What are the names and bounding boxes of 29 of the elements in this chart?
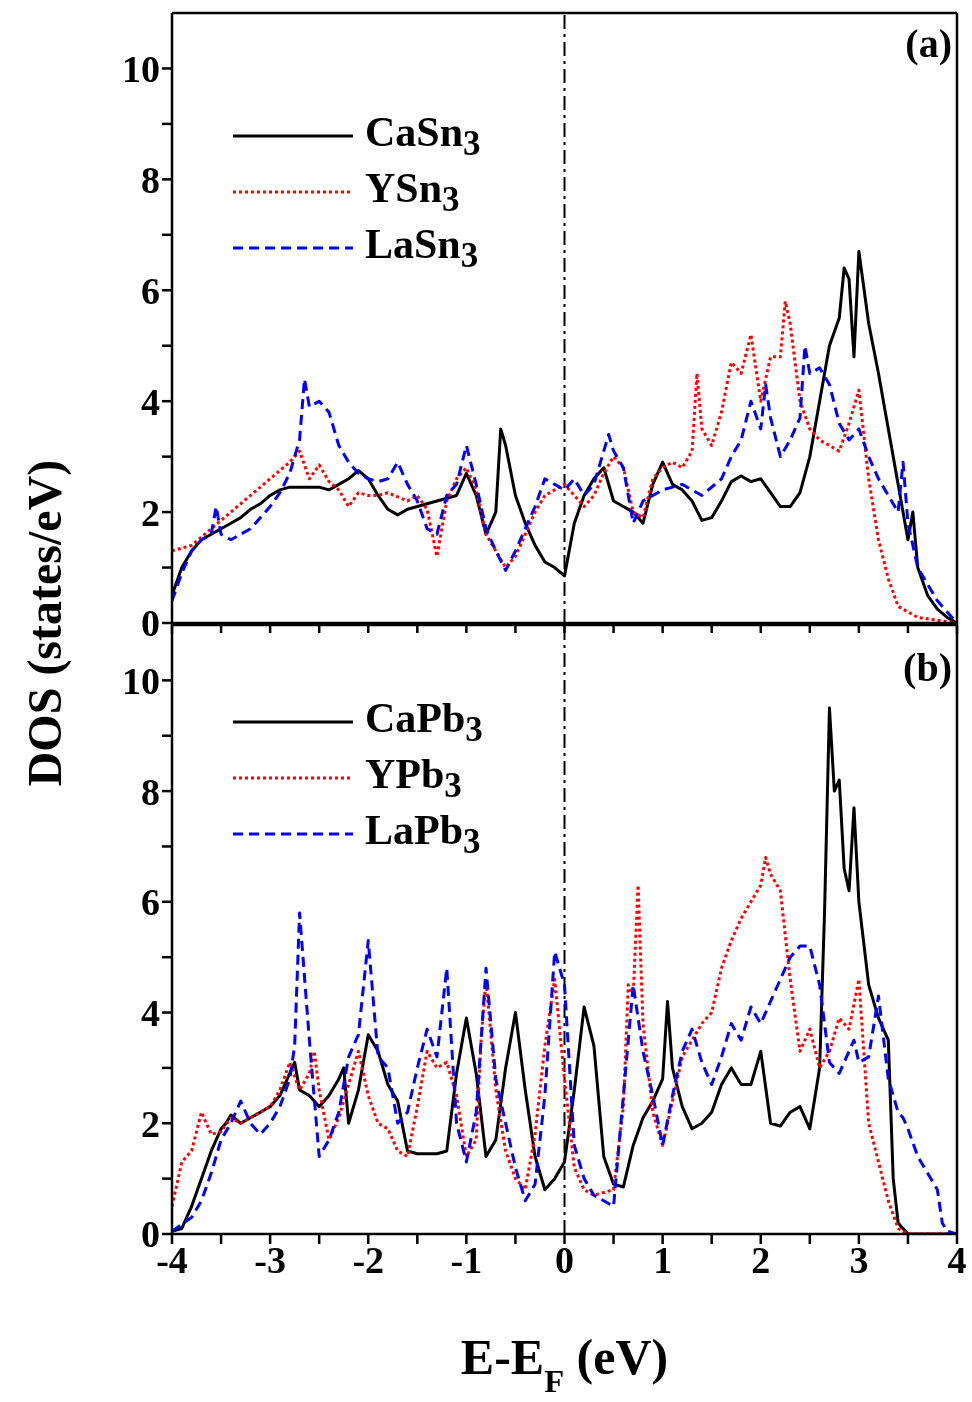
x-tick-label: 2 — [751, 1238, 771, 1281]
annotation: (a) — [905, 20, 952, 67]
legend-label: CaPb$_{3}$ — [365, 693, 483, 751]
legend-label: LaPb$_{3}$ — [365, 805, 481, 863]
y-tick-label: 10 — [122, 659, 160, 702]
y-tick-label: 6 — [141, 881, 160, 924]
y-tick-label: 8 — [141, 770, 160, 813]
x-axis-title: E-E$_{F}$ (eV) — [460, 1329, 669, 1399]
legend-label: YSn$_{3}$ — [365, 163, 460, 221]
x-tick-label: 1 — [653, 1238, 673, 1281]
y-tick-label: 0 — [141, 602, 160, 645]
legend-label: YPb$_{3}$ — [365, 749, 462, 807]
y-tick-label: 4 — [141, 992, 160, 1035]
x-tick-label: 3 — [849, 1238, 869, 1281]
x-tick-label: -2 — [352, 1238, 385, 1281]
y-axis-title: DOS (states/eV) — [16, 459, 72, 787]
y-tick-label: 8 — [141, 158, 160, 201]
y-tick-label: 4 — [141, 380, 160, 423]
legend-label: LaSn$_{3}$ — [365, 219, 479, 277]
y-tick-label: 2 — [141, 1102, 160, 1145]
y-tick-label: 10 — [122, 47, 160, 90]
x-tick-label: -1 — [450, 1238, 483, 1281]
annotation: (b) — [903, 644, 952, 691]
y-tick-label: 6 — [141, 269, 160, 312]
y-tick-label: 2 — [141, 491, 160, 534]
x-tick-label: -3 — [254, 1238, 286, 1281]
x-tick-label: 4 — [947, 1238, 967, 1281]
x-tick-label: 0 — [555, 1238, 574, 1281]
legend-label: CaSn$_{3}$ — [365, 107, 481, 165]
